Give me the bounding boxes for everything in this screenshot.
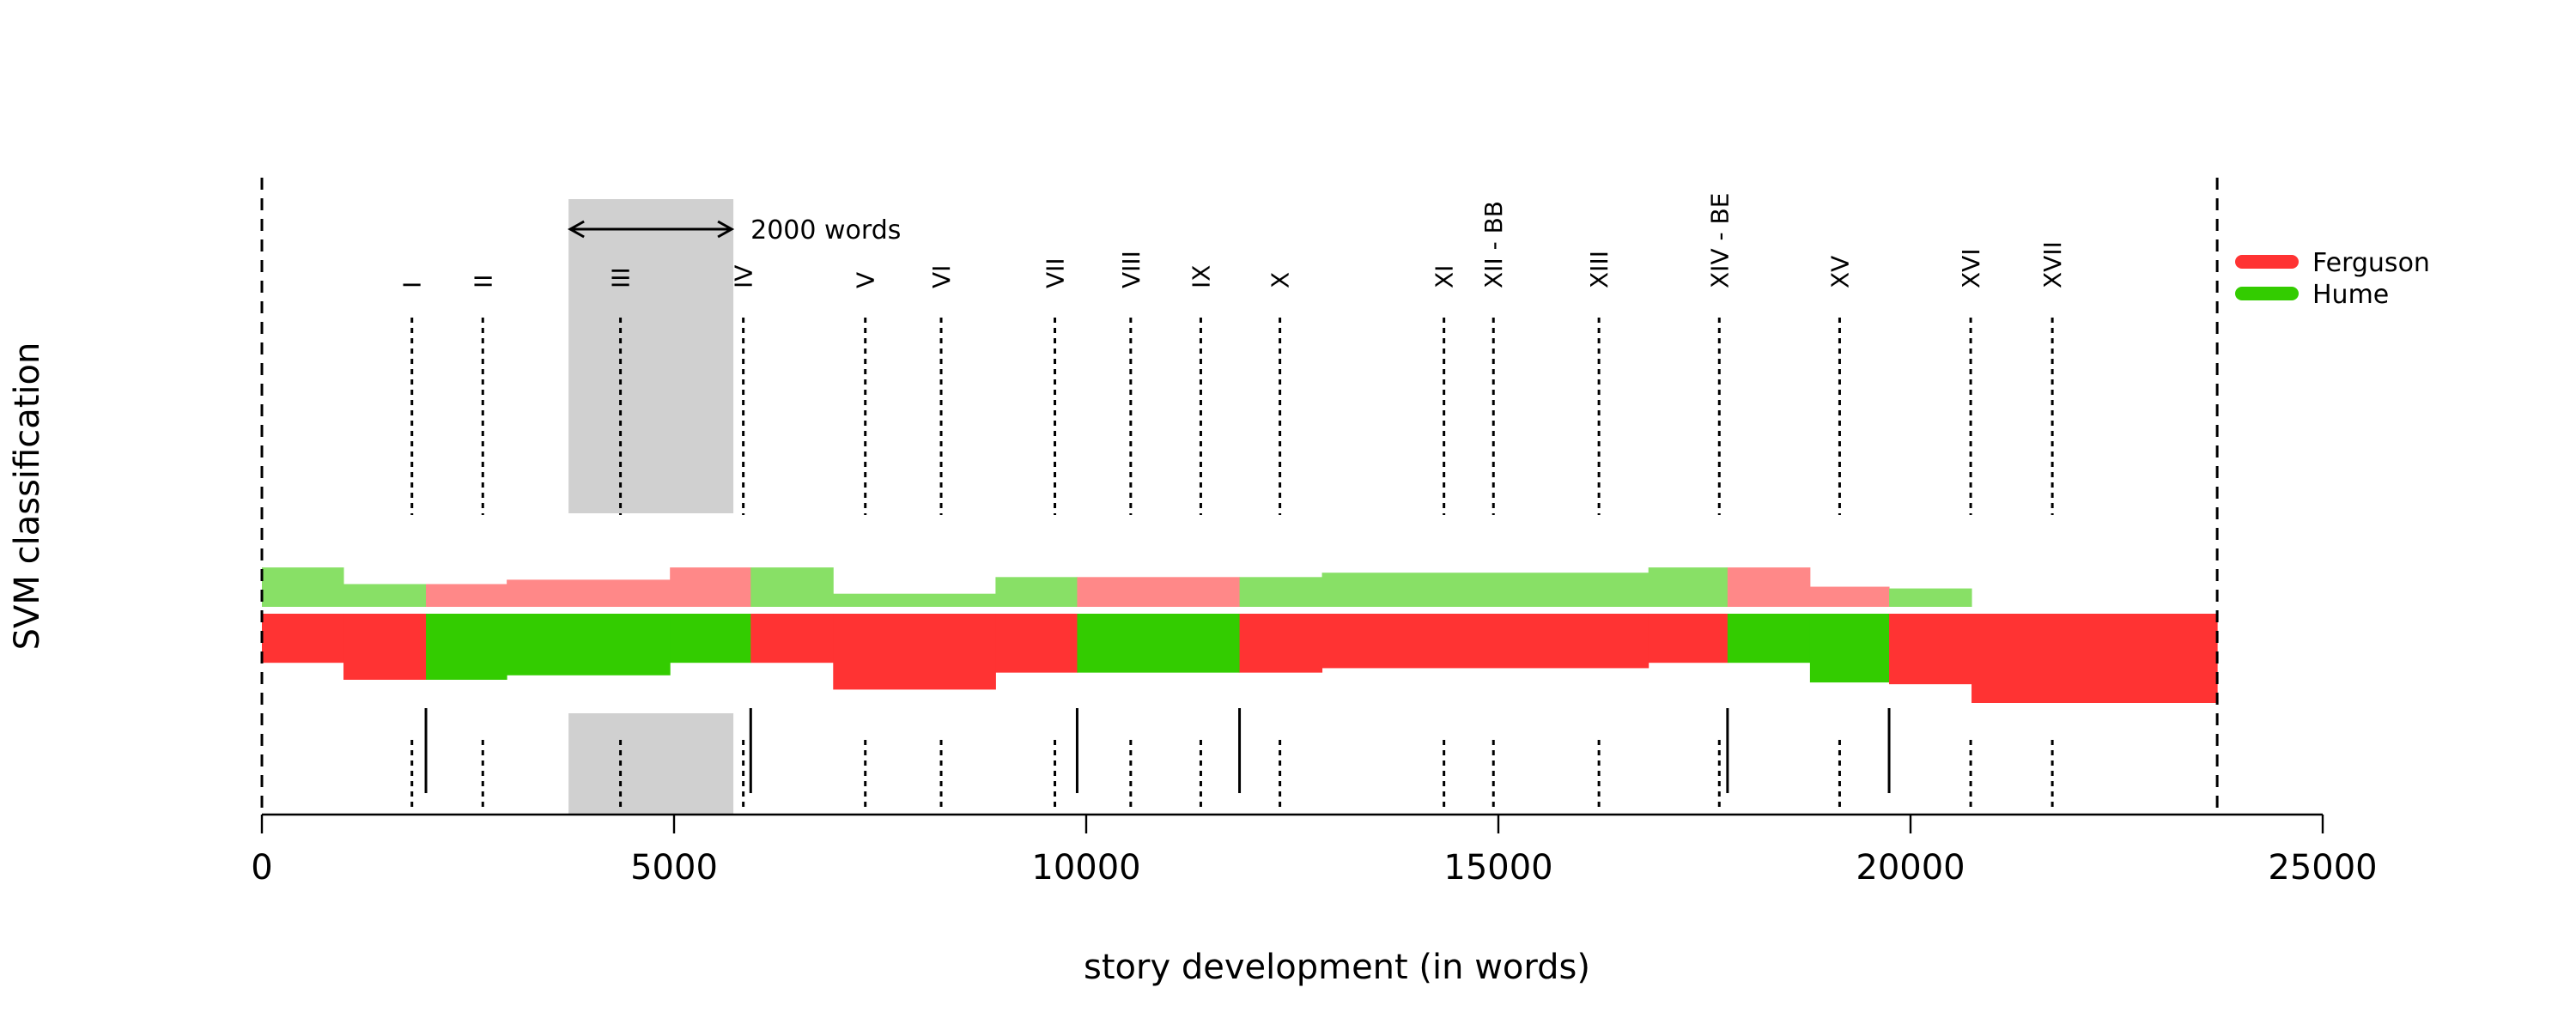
x-tick-label-0: 0 [251,848,272,888]
chapter-label-2: III [607,267,635,288]
main-bar-9 [1239,614,1323,673]
chapter-label-5: VI [927,265,956,288]
upper-bar-7 [995,577,1078,607]
chapter-label-8: IX [1187,265,1215,288]
main-bar-13 [1809,614,1890,683]
upper-bar-12 [1727,567,1811,607]
legend: Ferguson Hume [2235,248,2430,310]
x-axis-title: story development (in words) [1084,948,1590,987]
chapter-label-4: V [852,272,880,288]
main-bar-10 [1321,614,1649,669]
chapter-label-0: I [398,282,427,288]
upper-bar-13 [1809,586,1890,607]
upper-bar-3 [507,579,671,607]
chapter-label-6: VII [1042,258,1070,288]
x-tick-label-4: 20000 [1856,848,1965,888]
legend-label-hume: Hume [2312,280,2389,310]
chapter-label-3: IV [730,265,758,288]
upper-bar-5 [750,567,834,607]
window-box-lower [568,713,734,815]
upper-bar-8 [1077,577,1241,607]
main-bar-2 [426,614,507,680]
main-bar-0 [262,614,344,663]
chapter-label-14: XV [1826,256,1854,288]
chapter-label-7: VIII [1117,251,1145,288]
main-bar-5 [750,614,834,663]
main-bar-3 [507,614,671,676]
chapter-label-15: XVI [1957,248,1985,288]
window-arrow-head-left [568,220,585,239]
main-bar-6 [833,614,996,690]
chapter-label-9: X [1267,272,1295,288]
x-tick-label-1: 5000 [630,848,718,888]
x-tick-label-5: 25000 [2268,848,2377,888]
legend-label-ferguson: Ferguson [2312,248,2430,278]
main-bar-8 [1077,614,1241,673]
chapter-label-16: XVII [2038,241,2067,288]
y-axis-title: SVM classification [8,342,47,651]
main-bar-1 [343,614,427,680]
chapter-label-12: XIII [1585,251,1613,288]
upper-bar-11 [1648,567,1728,607]
upper-bar-1 [343,584,427,607]
upper-bar-10 [1321,573,1649,607]
window-layer: 2000 words [568,199,901,815]
main-bar-11 [1648,614,1728,663]
chapter-label-13: XIV - BE [1705,193,1734,288]
chapter-label-1: II [469,274,497,288]
bars-layer [262,567,2218,703]
x-axis: 0 5000 10000 15000 20000 25000 [251,813,2378,888]
upper-bar-2 [426,584,507,607]
main-bar-7 [995,614,1078,673]
upper-bar-9 [1239,577,1323,607]
main-bar-14 [1889,614,1972,685]
upper-bar-0 [262,567,344,607]
main-bar-12 [1727,614,1811,663]
lines-layer [260,178,2219,815]
main-bar-15 [1971,614,2218,703]
upper-bar-14 [1889,588,1972,607]
chapter-label-11: XII - BB [1479,201,1508,288]
x-tick-label-3: 15000 [1443,848,1552,888]
window-box-upper [568,199,734,513]
upper-bar-6 [833,593,996,607]
chapter-label-10: XI [1431,265,1459,288]
upper-bar-4 [670,567,751,607]
main-bar-4 [670,614,751,663]
labels-layer: I II III IV V VI VII VIII IX X XI XII - BB XIII XIV -… [398,193,2067,288]
x-tick-label-2: 10000 [1031,848,1140,888]
window-arrow-head-right [717,220,735,239]
window-label: 2000 words [750,215,901,245]
